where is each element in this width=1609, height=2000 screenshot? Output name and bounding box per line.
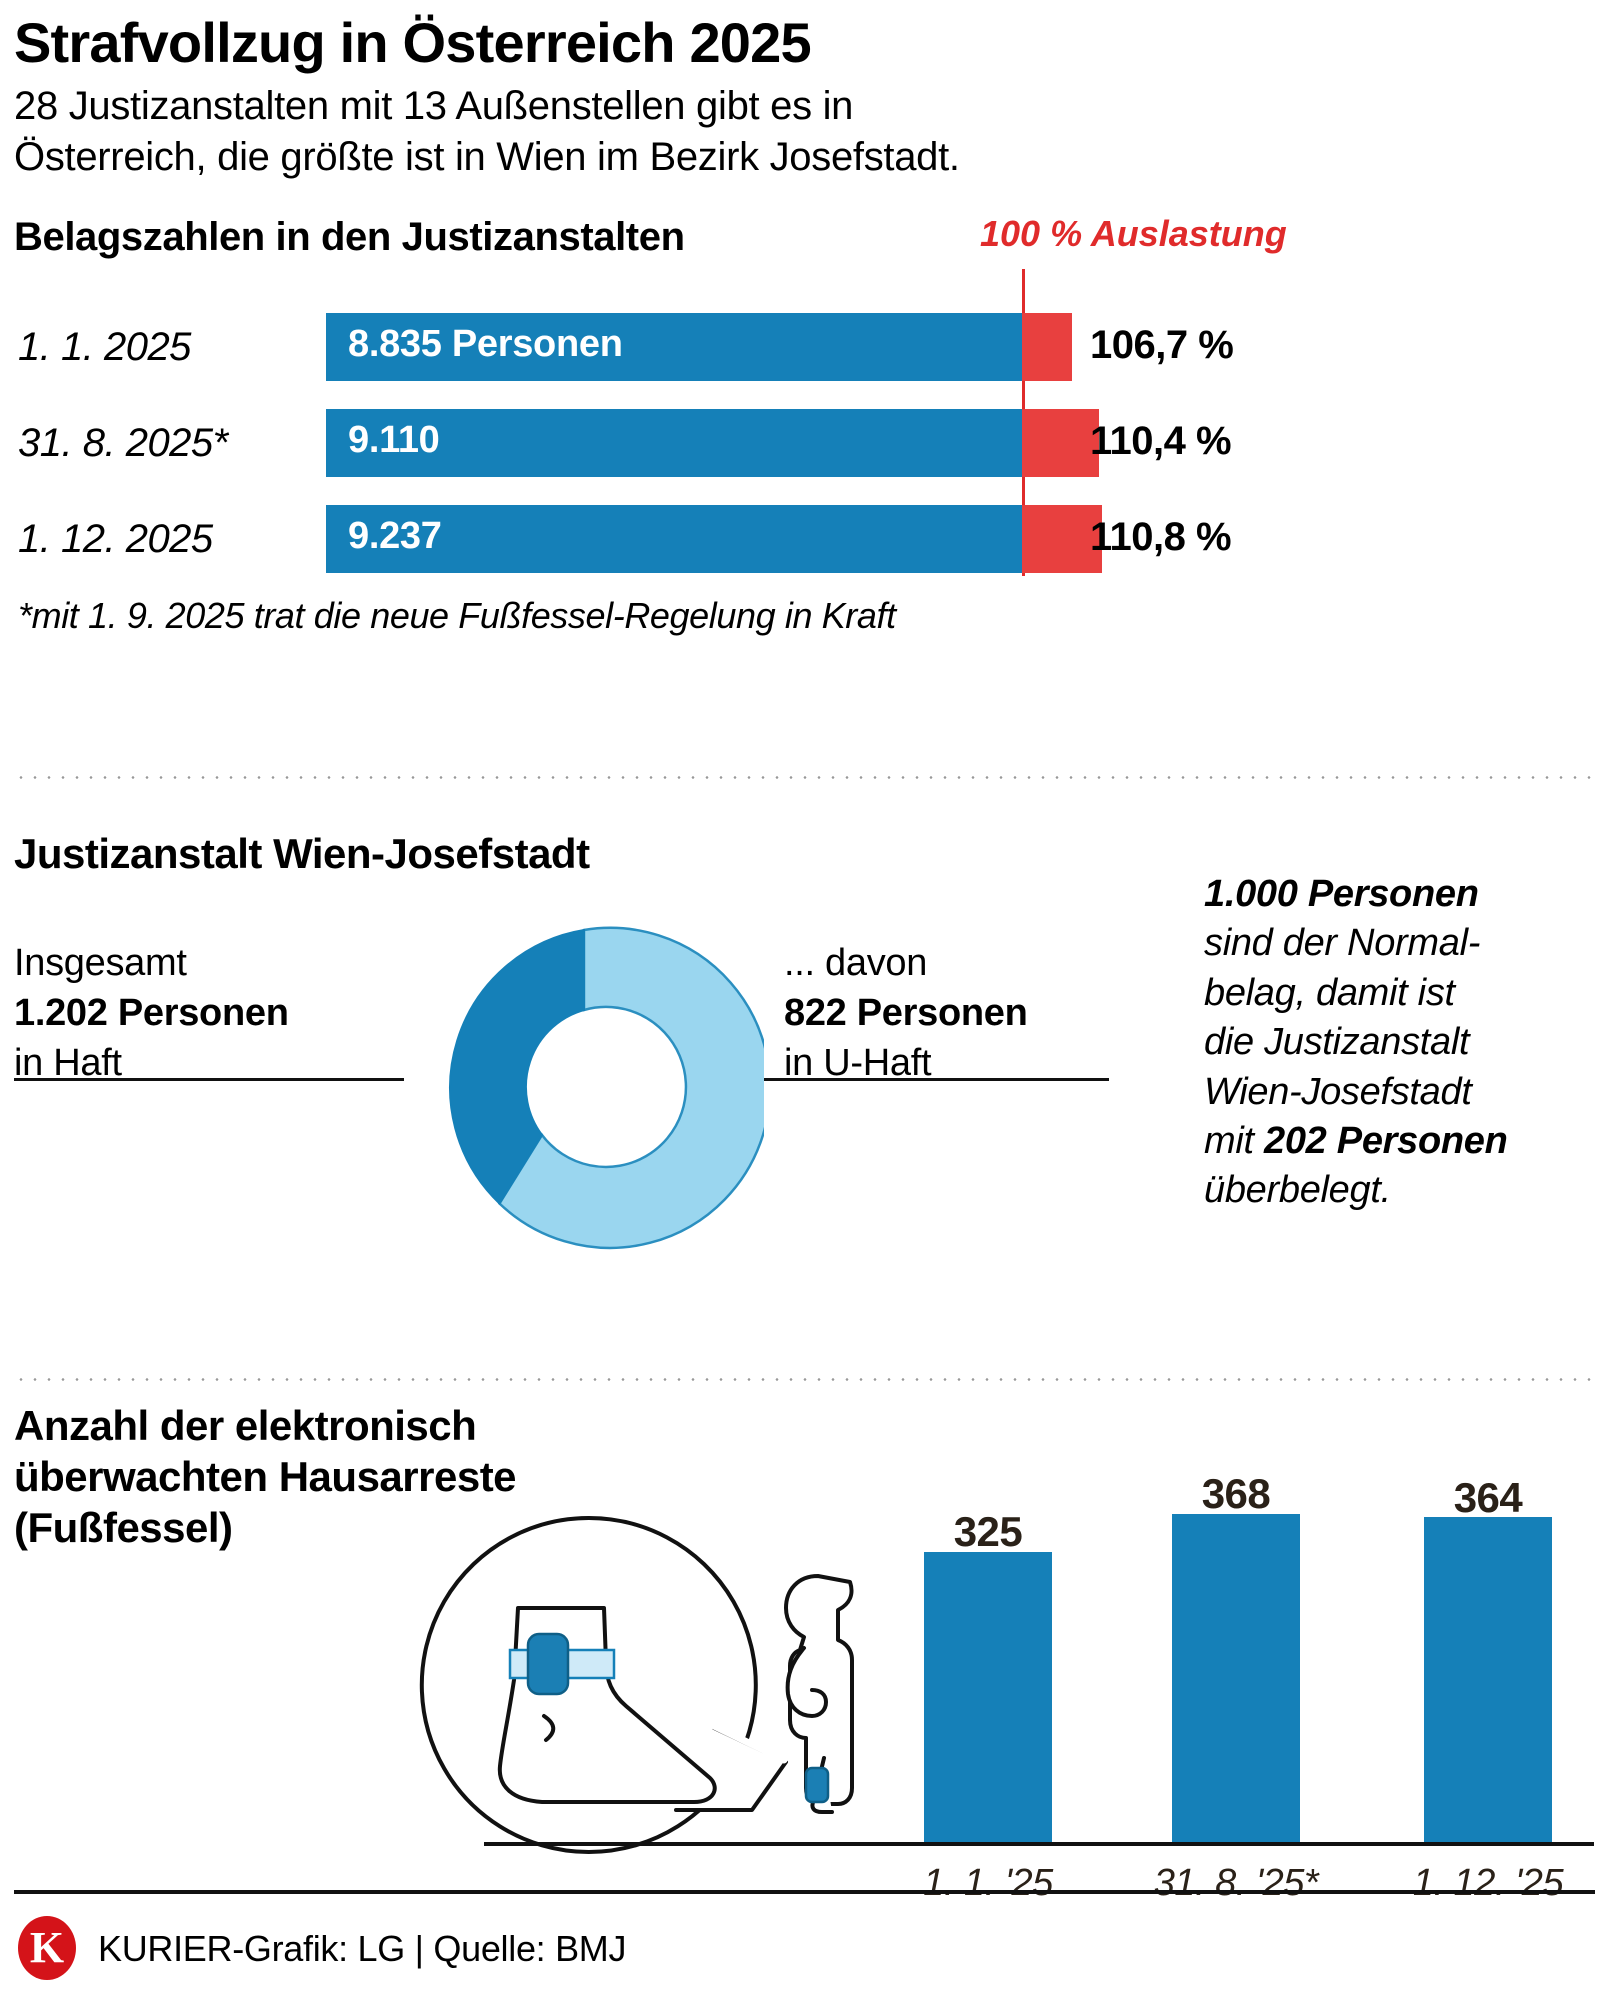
anklet-bar-category: 1. 1. '25 [923, 1862, 1053, 1904]
anklet-bar [1172, 1514, 1300, 1842]
anklet-bar-chart: 325 1. 1. '25 368 31. 8. '25* 364 1. 12.… [484, 1400, 1594, 1940]
note-line-5: Wien-Josefstadt [1204, 1070, 1472, 1113]
donut-label-right: ... davon 822 Personen in U-Haft [784, 938, 1114, 1088]
person-ankle-device [804, 1766, 830, 1804]
anklet-title-line3: (Fußfessel) [14, 1504, 233, 1552]
occupancy-bar-overflow [1022, 505, 1102, 574]
occupancy-title: Belagszahlen in den Justizanstalten [14, 215, 685, 260]
occupancy-row-date: 31. 8. 2025* [18, 421, 228, 466]
capacity-label: 100 % Auslastung [980, 213, 1287, 255]
occupancy-bar-overflow [1022, 313, 1072, 382]
anklet-title: Anzahl der elektronisch überwachten Haus… [14, 1400, 634, 1554]
occupancy-bar-value: 9.237 [348, 515, 442, 558]
donut-left-line3: in Haft [14, 1042, 122, 1085]
occupancy-bar-overflow [1022, 409, 1099, 478]
note-line-3: belag, damit ist [1204, 971, 1455, 1014]
anklet-title-line2: überwachten Hausarreste [14, 1453, 517, 1501]
occupancy-row: 1. 12. 2025 9.237 110,8 % [14, 505, 1595, 574]
donut-slice-other [449, 928, 585, 1206]
occupancy-bar-blue: 9.237 [326, 505, 1022, 574]
donut-right-line3: in U-Haft [784, 1042, 932, 1085]
occupancy-bar-value: 8.835 Personen [348, 323, 623, 366]
ankle-crease [542, 1714, 556, 1742]
occupancy-bar-blue: 9.110 [326, 409, 1022, 478]
note-line-2: sind der Normal- [1204, 922, 1481, 965]
anklet-bar [1424, 1517, 1552, 1842]
occupancy-bar-blue: 8.835 Personen [326, 313, 1022, 382]
anklet-bar-value: 364 [1453, 1474, 1523, 1521]
anklet-section: Anzahl der elektronisch überwachten Haus… [14, 1400, 1595, 1940]
note-line-4: die Justizanstalt [1204, 1021, 1470, 1064]
note-line-7: überbelegt. [1204, 1169, 1391, 1212]
donut-right-line2: 822 Personen [784, 992, 1028, 1035]
footer-credit: KURIER-Grafik: LG | Quelle: BMJ [98, 1928, 627, 1969]
note-line-6-highlight: 202 Personen [1264, 1119, 1508, 1162]
occupancy-chart: Belagszahlen in den Justizanstalten 100 … [14, 213, 1595, 637]
chart-baseline [484, 1842, 1594, 1846]
occupancy-bar-percent: 106,7 % [1090, 323, 1234, 368]
ankle-device [526, 1632, 570, 1696]
note-line-6: mit 202 Personen [1204, 1117, 1604, 1166]
donut-chart [404, 910, 772, 1270]
ankle-monitor-svg [419, 1516, 854, 1854]
anklet-bar-value: 325 [953, 1508, 1023, 1555]
donut-left-line1: Insgesamt [14, 942, 187, 984]
anklet-bar-value: 368 [1201, 1470, 1271, 1517]
overcrowding-note: 1.000 Personen sind der Normal- belag, d… [1204, 870, 1604, 1216]
occupancy-row: 1. 1. 2025 8.835 Personen 106,7 % [14, 313, 1595, 382]
anklet-bar-category: 1. 12. '25 [1412, 1862, 1564, 1904]
person-arm [785, 1646, 828, 1718]
anklet-title-line1: Anzahl der elektronisch [14, 1402, 477, 1449]
subtitle-line-1: 28 Justizanstalten mit 13 Außenstellen g… [14, 84, 854, 129]
footer-divider [14, 1890, 1595, 1894]
donut-left-line2: 1.202 Personen [14, 992, 289, 1035]
callout-line-right [719, 1078, 1109, 1081]
josefstadt-title: Justizanstalt Wien-Josefstadt [14, 830, 590, 877]
occupancy-row-date: 1. 1. 2025 [18, 325, 191, 370]
occupancy-bar-percent: 110,4 % [1090, 419, 1232, 464]
donut-right-line1: ... davon [784, 942, 928, 984]
occupancy-row: 31. 8. 2025* 9.110 110,4 % [14, 409, 1595, 478]
kurier-logo-icon: K [18, 1916, 76, 1980]
page-subtitle: 28 Justizanstalten mit 13 Außenstellen g… [14, 81, 1595, 183]
note-line-1: 1.000 Personen [1204, 873, 1479, 915]
occupancy-footnote: *mit 1. 9. 2025 trat die neue Fußfessel-… [18, 595, 896, 637]
anklet-bar-category: 31. 8. '25* [1153, 1862, 1319, 1904]
josefstadt-section: Justizanstalt Wien-Josefstadt Insgesamt … [14, 830, 1595, 1360]
donut-label-left: Insgesamt 1.202 Personen in Haft [14, 938, 384, 1088]
section-divider [14, 776, 1595, 779]
occupancy-row-date: 1. 12. 2025 [18, 517, 213, 562]
donut-svg [449, 926, 772, 1250]
speech-bubble-circle [419, 1516, 758, 1854]
donut-slice-u-haft [497, 926, 772, 1250]
page-title: Strafvollzug in Österreich 2025 [14, 11, 812, 74]
bubble-tail-joiner [706, 1720, 788, 1764]
callout-line-left [14, 1078, 404, 1081]
note-line-6-prefix: mit [1204, 1119, 1265, 1162]
ankle-monitor-illustration [414, 1510, 884, 1865]
subtitle-line-2: Österreich, die größte ist in Wien im Be… [14, 135, 960, 180]
anklet-bar [924, 1552, 1052, 1842]
occupancy-bar-value: 9.110 [348, 419, 440, 462]
occupancy-bar-percent: 110,8 % [1090, 515, 1232, 560]
section-divider [14, 1378, 1595, 1381]
